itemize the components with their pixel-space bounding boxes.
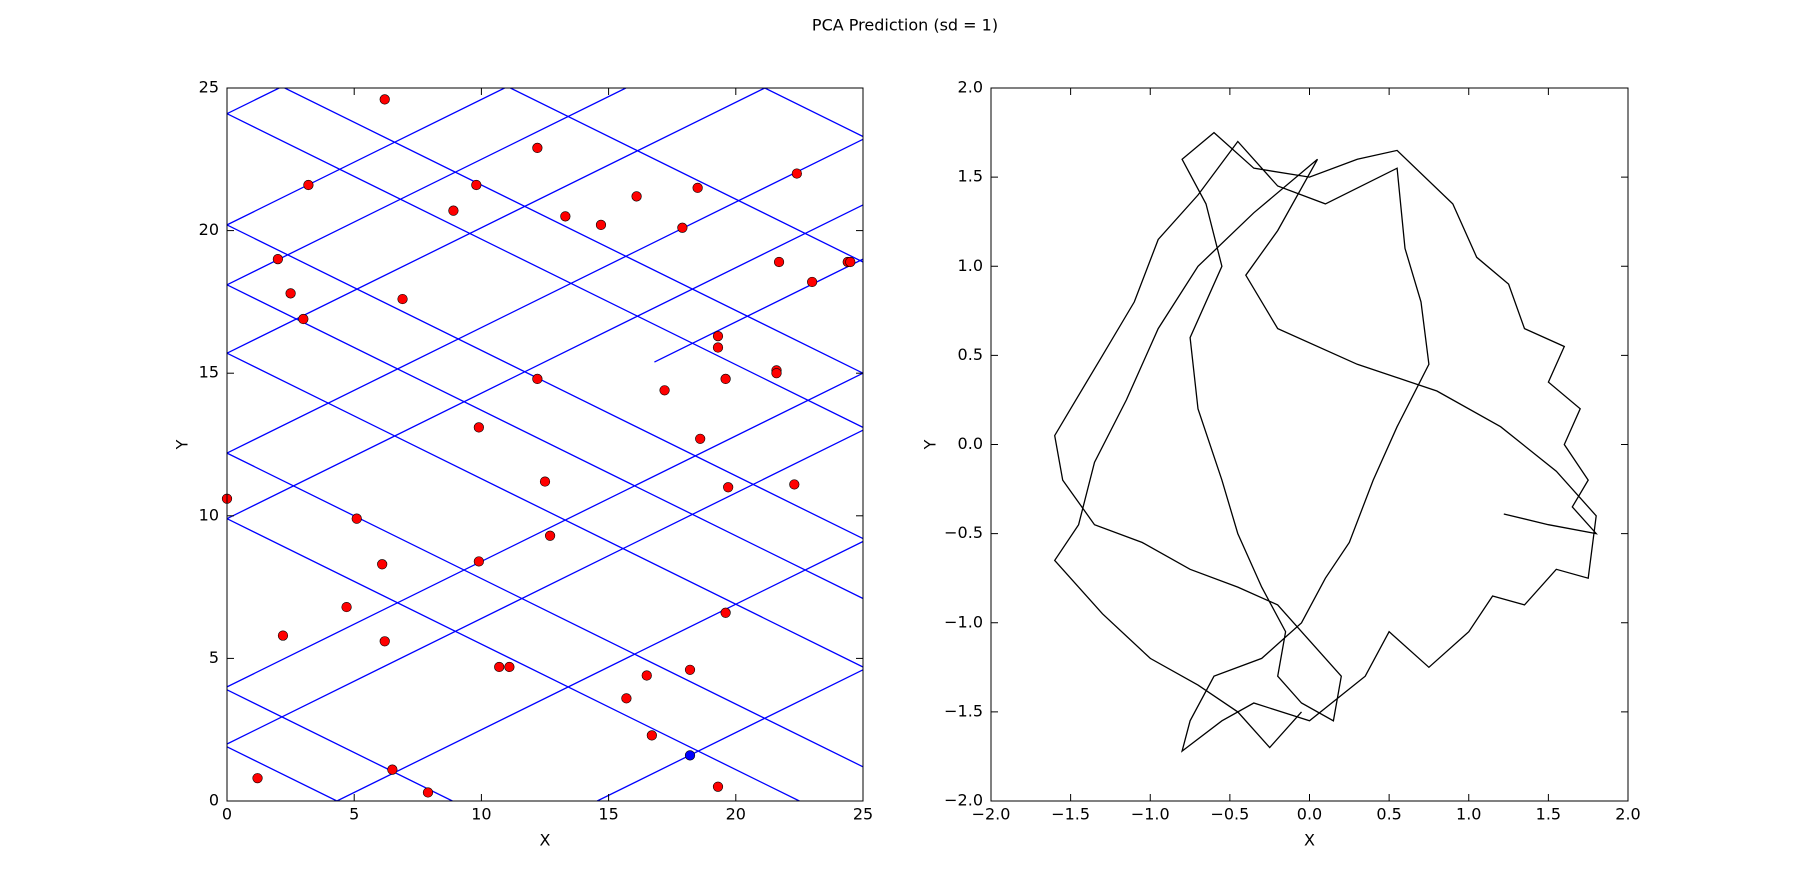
x-tick-label: 0.0 xyxy=(1297,805,1322,824)
x-axis-label: X xyxy=(540,831,551,850)
y-tick-label: 2.0 xyxy=(958,78,983,97)
data-point xyxy=(595,219,607,230)
data-point xyxy=(720,373,731,385)
y-tick-label: 5 xyxy=(209,648,219,667)
y-tick-label: 1.5 xyxy=(958,167,983,186)
data-point xyxy=(646,730,657,741)
data-point xyxy=(723,482,734,493)
figure-title: PCA Prediction (sd = 1) xyxy=(812,16,998,35)
y-tick-label: 0.0 xyxy=(958,434,983,453)
y-tick-label: 20 xyxy=(199,220,219,239)
data-point xyxy=(272,254,283,265)
data-point xyxy=(712,331,724,342)
y-tick-label: 0 xyxy=(209,791,219,810)
x-axis-label: X xyxy=(1304,831,1315,850)
trajectory-line xyxy=(1053,131,1598,753)
data-point xyxy=(285,288,296,299)
data-point xyxy=(712,781,724,792)
data-point xyxy=(341,601,352,613)
data-point xyxy=(473,556,484,567)
y-tick-label: −1.0 xyxy=(944,612,983,631)
x-tick-label: 0.5 xyxy=(1376,805,1401,824)
data-point xyxy=(473,422,484,433)
x-tick-label: 10 xyxy=(471,805,491,824)
y-axis-label: Y xyxy=(173,439,192,450)
data-point xyxy=(659,385,670,396)
data-point xyxy=(720,607,731,618)
data-point xyxy=(771,368,782,379)
data-point xyxy=(631,191,642,202)
data-point xyxy=(845,256,856,268)
y-tick-label: 15 xyxy=(199,363,219,382)
data-point xyxy=(387,764,398,775)
axes-frame xyxy=(226,87,864,802)
x-tick-label: 25 xyxy=(853,805,873,824)
data-point xyxy=(773,256,785,268)
data-point xyxy=(692,182,703,193)
y-tick-label: 10 xyxy=(199,505,219,524)
data-point xyxy=(351,513,362,524)
data-point xyxy=(560,211,571,222)
y-tick-label: 1.0 xyxy=(958,256,983,275)
data-point xyxy=(532,373,543,385)
data-point xyxy=(298,313,309,325)
data-point xyxy=(471,179,482,191)
data-point xyxy=(791,168,802,179)
data-point xyxy=(379,94,390,105)
data-point xyxy=(422,787,434,798)
y-tick-label: −1.5 xyxy=(944,701,983,720)
y-tick-label: 0.5 xyxy=(958,345,983,364)
x-tick-label: 1.5 xyxy=(1536,805,1561,824)
data-point xyxy=(303,179,314,191)
data-point xyxy=(641,670,652,681)
x-tick-label: −1.0 xyxy=(1131,805,1170,824)
data-point xyxy=(504,661,515,673)
data-point xyxy=(544,530,556,541)
x-tick-label: 20 xyxy=(726,805,746,824)
data-point xyxy=(252,773,263,784)
data-point xyxy=(684,750,696,761)
data-point xyxy=(532,142,543,153)
data-point xyxy=(789,479,800,490)
x-tick-label: 1.0 xyxy=(1456,805,1481,824)
x-tick-label: −0.5 xyxy=(1210,805,1249,824)
data-point xyxy=(377,559,388,570)
y-tick-label: −0.5 xyxy=(944,523,983,542)
data-point xyxy=(277,630,289,641)
trajectory-line xyxy=(227,88,863,801)
y-tick-label: 25 xyxy=(199,78,219,97)
data-point xyxy=(379,636,390,647)
data-point xyxy=(494,661,505,673)
data-point xyxy=(397,293,408,305)
x-tick-label: 2.0 xyxy=(1615,805,1640,824)
y-axis-label: Y xyxy=(921,439,940,450)
data-point xyxy=(684,664,696,675)
x-tick-label: 5 xyxy=(349,805,359,824)
data-point xyxy=(695,433,706,444)
data-point xyxy=(448,205,459,216)
y-tick-label: −2.0 xyxy=(944,791,983,810)
data-point xyxy=(712,342,724,353)
data-point xyxy=(807,276,818,288)
x-tick-label: −1.5 xyxy=(1051,805,1090,824)
x-tick-label: 0 xyxy=(222,805,232,824)
data-point xyxy=(677,222,688,233)
x-tick-label: −2.0 xyxy=(972,805,1011,824)
data-point xyxy=(621,693,632,704)
data-point xyxy=(539,476,551,487)
x-tick-label: 15 xyxy=(598,805,618,824)
